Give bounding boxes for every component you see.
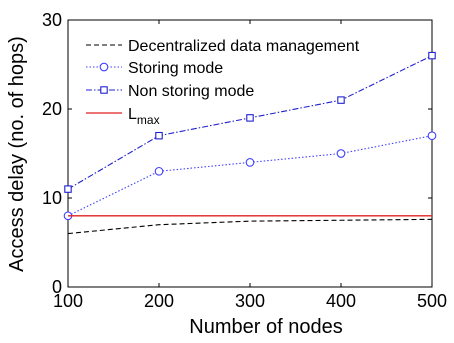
series-line (67, 135, 433, 217)
legend: Decentralized data management Storing mod… (86, 38, 360, 127)
x-axis-ticks: 100 200 300 400 500 (53, 20, 447, 311)
series-line (67, 55, 433, 190)
legend-label: Storing mode (128, 60, 223, 77)
data-point (336, 149, 346, 158)
y-tick-label: 20 (42, 99, 62, 119)
series-0 (67, 218, 433, 235)
plot-area-border (67, 19, 433, 288)
x-tick-label: 400 (326, 291, 356, 311)
y-axis-label: Access delay (no. of hops) (6, 36, 28, 272)
legend-marker (99, 62, 109, 72)
data-point (428, 51, 436, 60)
legend-marker (100, 86, 108, 94)
data-point (245, 158, 255, 167)
legend-label: Non storing mode (128, 83, 254, 100)
legend-label-subscript: max (137, 113, 160, 127)
data-point (155, 131, 163, 140)
series-1 (63, 131, 437, 221)
data-point (154, 166, 164, 176)
x-tick-label: 100 (53, 291, 83, 311)
y-tick-label: 10 (42, 188, 62, 208)
series-2 (64, 51, 436, 193)
legend-label: Lmax (128, 106, 160, 127)
x-axis-label: Number of nodes (189, 316, 342, 338)
y-tick-label: 0 (52, 277, 62, 297)
y-tick-label: 30 (42, 10, 62, 30)
x-tick-label: 500 (417, 291, 447, 311)
legend-label: Decentralized data management (128, 38, 360, 55)
data-point (64, 185, 72, 193)
x-tick-label: 200 (144, 291, 174, 311)
data-point (427, 131, 437, 141)
series-line (67, 218, 433, 235)
data-point (337, 96, 345, 104)
y-axis-ticks: 0 10 20 30 (42, 10, 432, 297)
plot-frame (67, 19, 433, 288)
data-point (246, 114, 254, 122)
series-layer (63, 51, 437, 235)
x-tick-label: 300 (235, 291, 265, 311)
